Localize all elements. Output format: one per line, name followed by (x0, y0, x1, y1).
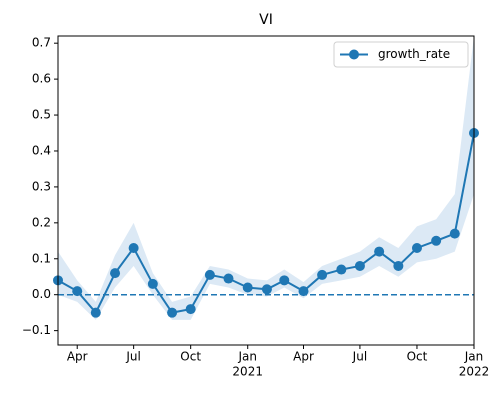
marker (242, 282, 253, 293)
marker (167, 307, 178, 318)
marker (128, 242, 139, 253)
legend: growth_rate (333, 41, 469, 68)
marker (90, 307, 101, 318)
y-tick-label: 0.5 (32, 108, 51, 122)
x-tick-label: Oct (180, 350, 201, 364)
marker (317, 269, 328, 280)
y-tick-label: 0.1 (32, 251, 51, 265)
legend-box (333, 41, 469, 68)
x-tick-label: Jan (464, 350, 484, 364)
plot-frame (57, 35, 475, 346)
marker (110, 268, 121, 279)
marker (336, 264, 347, 275)
marker (411, 242, 422, 253)
y-tick-label: 0.4 (32, 143, 51, 157)
x-tick-label: Jan (237, 350, 257, 364)
marker (204, 269, 215, 280)
marker (223, 273, 234, 284)
marker (185, 304, 196, 315)
x-tick-label: Apr (67, 350, 88, 364)
confidence-band (58, 36, 474, 320)
marker (393, 260, 404, 271)
marker (431, 235, 442, 246)
x-tick-sublabel: 2022 (459, 365, 490, 379)
y-tick-label: 0.6 (32, 72, 51, 86)
chart-title: VI (259, 12, 273, 28)
x-tick-sublabel: 2021 (232, 365, 263, 379)
marker (298, 286, 309, 297)
legend-marker (349, 49, 359, 60)
y-tick-label: 0.3 (32, 179, 51, 193)
y-tick-label: 0.0 (32, 287, 51, 301)
marker (449, 228, 460, 239)
x-tick-label: Jul (352, 350, 367, 364)
marker (261, 284, 272, 295)
marker (279, 275, 290, 286)
marker (147, 278, 158, 289)
y-tick-label: 0.2 (32, 215, 51, 229)
marker (72, 286, 83, 297)
marker (374, 246, 385, 257)
x-tick-label: Jul (125, 350, 140, 364)
x-tick-label: Oct (407, 350, 428, 364)
marker (354, 260, 365, 271)
y-tick-label: 0.7 (32, 36, 51, 50)
y-tick-label: −0.1 (22, 323, 51, 337)
legend-label: growth_rate (378, 47, 450, 61)
x-tick-label: Apr (293, 350, 314, 364)
